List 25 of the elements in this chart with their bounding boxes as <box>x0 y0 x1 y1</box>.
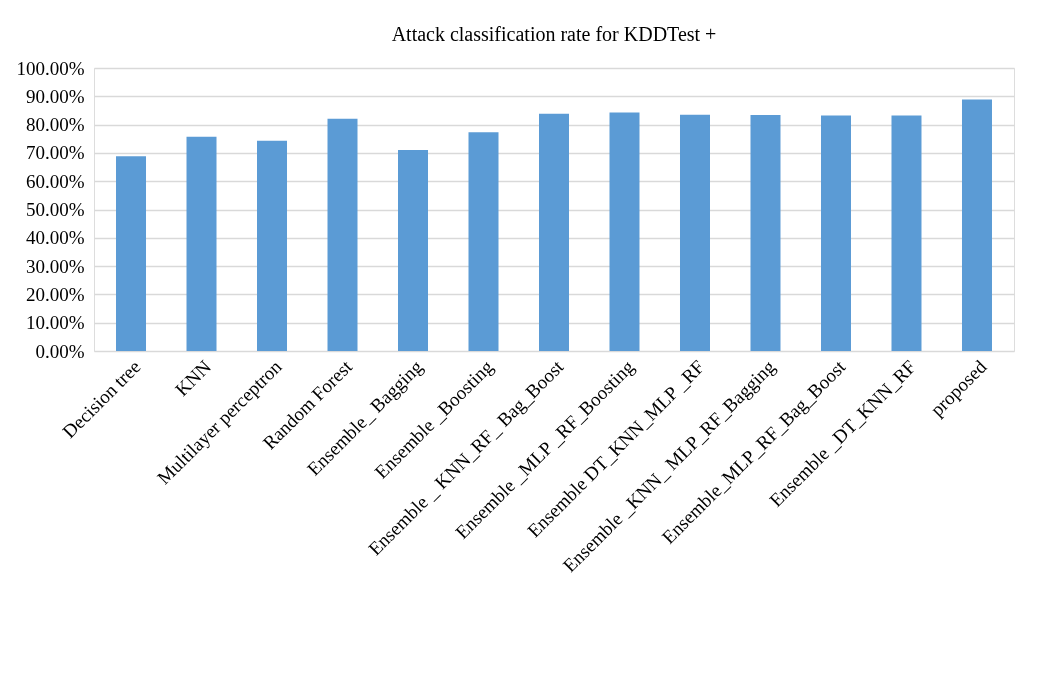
bar <box>750 114 781 351</box>
y-tick-label: 30.00% <box>25 255 85 277</box>
bar <box>468 132 499 351</box>
bar <box>327 118 358 351</box>
bar <box>539 113 569 351</box>
bar <box>891 115 922 351</box>
bar <box>257 140 288 351</box>
y-tick-label: 20.00% <box>25 283 85 305</box>
y-tick-label: 80.00% <box>25 114 85 136</box>
y-tick-label: 60.00% <box>25 170 85 192</box>
y-tick-label: 50.00% <box>25 199 85 220</box>
bar <box>116 156 147 351</box>
bar <box>820 115 851 351</box>
y-tick-label: 70.00% <box>25 142 85 164</box>
y-tick-label: 10.00% <box>25 312 85 334</box>
y-tick-label: 90.00% <box>25 85 85 107</box>
chart-title: Attack classification rate for KDDTest + <box>391 23 717 45</box>
bar <box>186 136 217 351</box>
y-tick-label: 0.00% <box>35 340 85 362</box>
bar <box>609 112 640 351</box>
bar <box>398 150 428 351</box>
bar <box>680 114 710 351</box>
y-tick-label: 100.00% <box>16 57 85 79</box>
y-tick-label: 40.00% <box>25 227 85 249</box>
bar <box>961 99 992 351</box>
